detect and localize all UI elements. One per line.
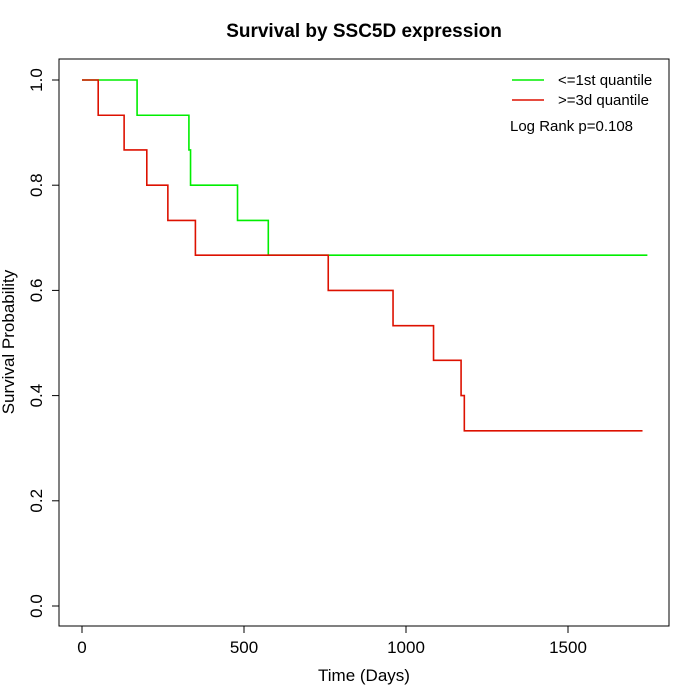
x-tick-label: 0	[77, 638, 86, 657]
x-axis-label: Time (Days)	[318, 666, 410, 685]
y-tick-label: 1.0	[27, 68, 46, 92]
x-tick-label: 1500	[549, 638, 587, 657]
series-line-high-quantile	[82, 79, 643, 432]
chart-title: Survival by SSC5D expression	[226, 21, 502, 42]
legend-label: >=3d quantile	[558, 92, 649, 109]
log-rank-annotation: Log Rank p=0.108	[510, 118, 633, 135]
y-tick-label: 0.6	[27, 279, 46, 303]
y-axis: 0.0 0.2 0.4 0.6 0.8 1.0	[27, 68, 60, 618]
y-axis-label: Survival Probability	[0, 269, 18, 414]
x-axis: 0 500 1000 1500	[77, 625, 587, 657]
y-tick-label: 0.4	[27, 384, 46, 408]
plot-frame	[58, 58, 670, 627]
y-tick-label: 0.8	[27, 173, 46, 197]
y-tick-label: 0.0	[27, 594, 46, 618]
x-tick-label: 1000	[387, 638, 425, 657]
x-tick-label: 500	[230, 638, 258, 657]
series-line-low-quantile	[82, 79, 648, 256]
y-tick-label: 0.2	[27, 489, 46, 513]
survival-curves	[82, 79, 648, 432]
legend-label: <=1st quantile	[558, 72, 652, 89]
legend: <=1st quantile >=3d quantile	[512, 72, 652, 109]
